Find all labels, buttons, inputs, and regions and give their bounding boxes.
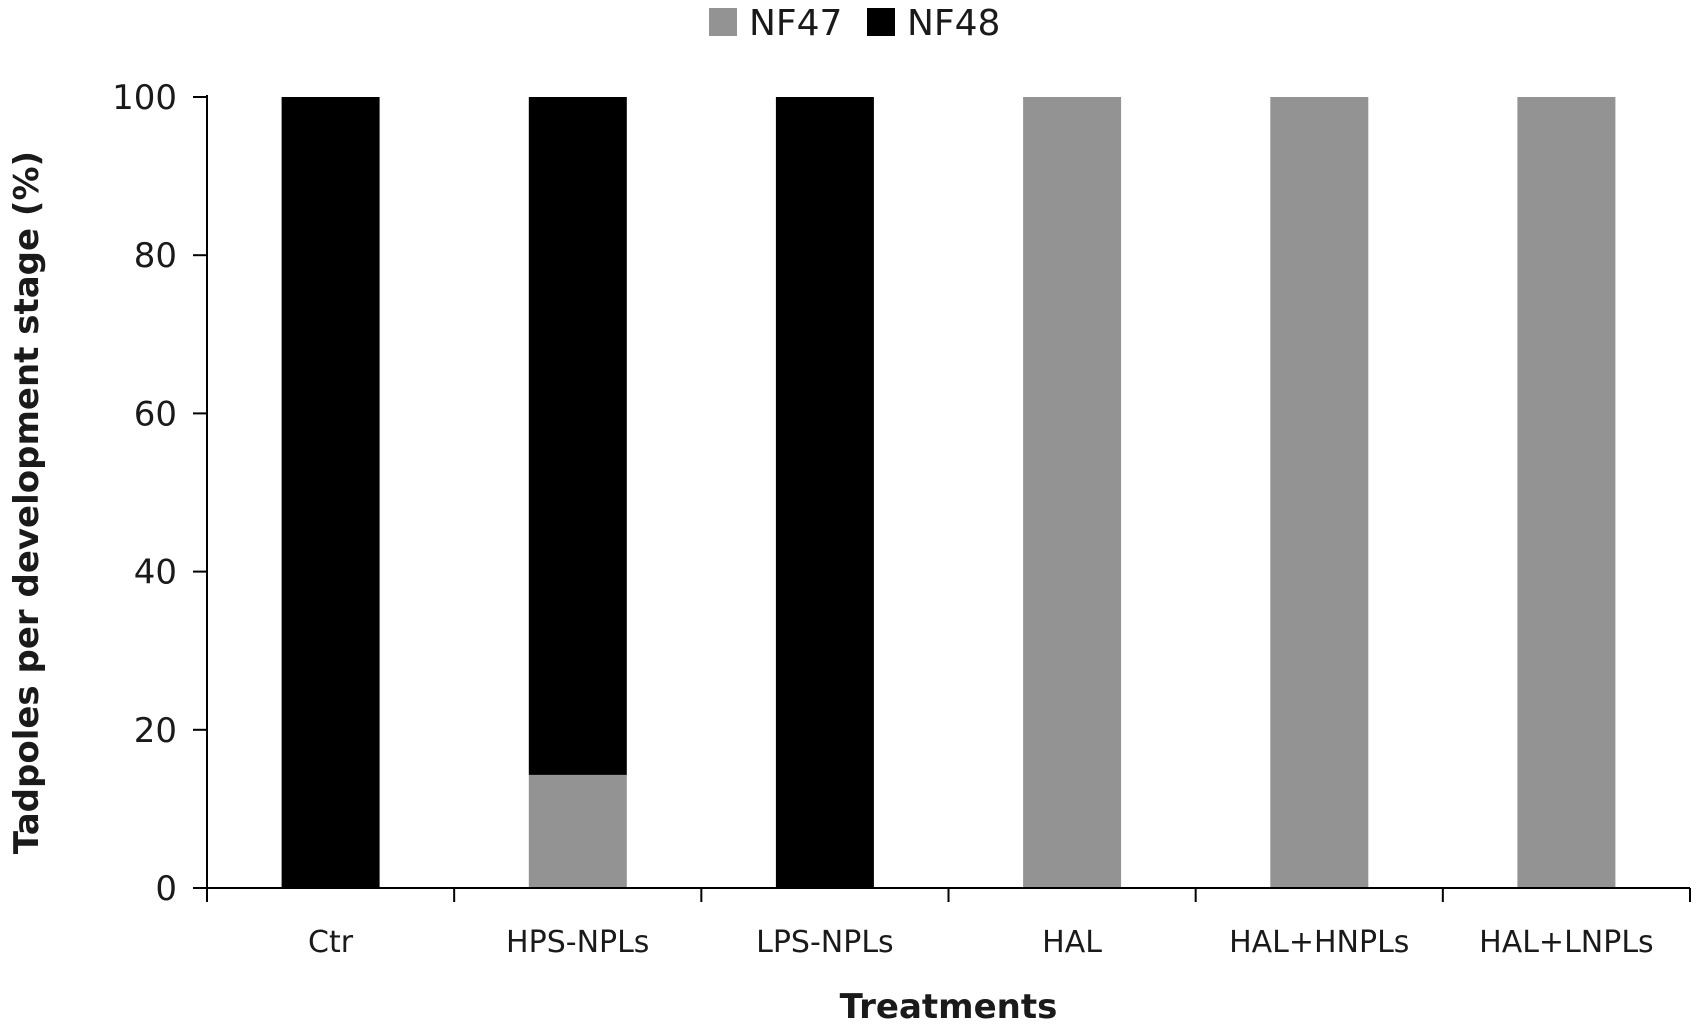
axis-labels: 0 20 40 60 80 100 Ctr HPS-NPLs LPS-NPLs HAL HAL+HN… <box>7 78 1654 1027</box>
bar-nf47-5 <box>1270 97 1369 888</box>
x-tick-label: HAL+HNPLs <box>1229 925 1409 960</box>
x-tick-label: HPS-NPLs <box>506 925 649 960</box>
legend-swatch-nf48 <box>867 8 895 36</box>
bar-nf47-6 <box>1517 97 1616 888</box>
bar-nf48-1 <box>281 97 380 888</box>
y-tick-label: 100 <box>112 78 177 118</box>
y-tick-label: 20 <box>134 711 177 751</box>
x-tick-label: HAL <box>1042 925 1102 960</box>
bar-nf48-3 <box>775 97 874 888</box>
bar-nf47-2 <box>528 774 627 888</box>
y-axis-title: Tadpoles per development stage (%) <box>7 151 47 854</box>
x-tick-label: HAL+LNPLs <box>1479 925 1654 960</box>
axes <box>193 95 1691 902</box>
y-tick-label: 60 <box>134 394 177 434</box>
legend-label-nf47: NF47 <box>749 3 842 44</box>
bars <box>281 97 1616 888</box>
x-axis-title: Treatments <box>840 987 1058 1025</box>
x-tick-label: Ctr <box>308 925 354 960</box>
x-tick-label: LPS-NPLs <box>756 925 894 960</box>
legend: NF47 NF48 <box>709 3 1000 44</box>
y-tick-label: 40 <box>134 553 177 593</box>
legend-label-nf48: NF48 <box>907 3 1000 44</box>
legend-swatch-nf47 <box>709 8 737 36</box>
y-tick-label: 0 <box>155 869 177 909</box>
bar-nf47-4 <box>1023 97 1122 888</box>
y-tick-label: 80 <box>134 236 177 276</box>
bar-nf48-2 <box>528 97 627 775</box>
